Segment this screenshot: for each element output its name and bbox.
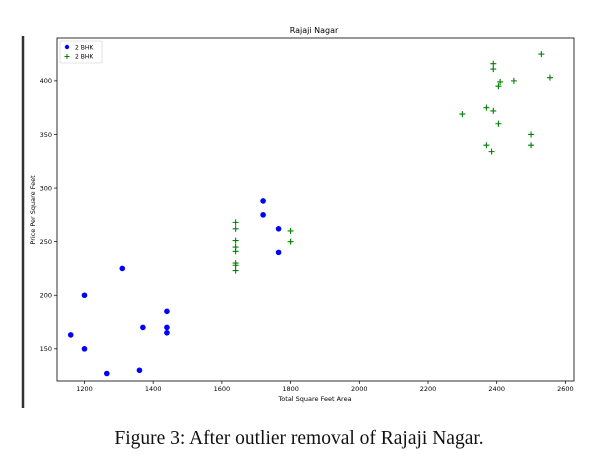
x-tick-label: 2400 bbox=[488, 385, 505, 393]
figure-caption: Figure 3: After outlier removal of Rajaj… bbox=[114, 428, 484, 449]
series-1-point bbox=[490, 66, 497, 73]
legend-label-1: 2 BHK bbox=[75, 45, 94, 52]
series-1-point bbox=[538, 51, 545, 58]
series-0-point bbox=[260, 212, 266, 218]
scatter-chart: Rajaji Nagar 1200 1400 1600 1800 2000 2200 240… bbox=[21, 26, 575, 408]
plot-area bbox=[56, 37, 575, 382]
series-0-point bbox=[67, 332, 74, 338]
y-tick-label: 150 bbox=[40, 345, 52, 353]
series-1-point bbox=[232, 262, 239, 269]
series-0-point bbox=[81, 292, 88, 299]
x-axis-label: Total Square Feet Area bbox=[277, 395, 351, 403]
legend-box bbox=[59, 40, 103, 64]
series-0-point bbox=[164, 329, 170, 336]
series-1-point bbox=[497, 78, 504, 85]
series-1-point bbox=[510, 77, 517, 84]
series-1-point bbox=[232, 225, 239, 232]
series-1-point bbox=[495, 120, 502, 127]
legend: 2 BHK 2 BHK bbox=[59, 40, 103, 64]
series-1-point bbox=[483, 104, 490, 111]
series-0-point bbox=[104, 370, 110, 377]
series-0-point bbox=[275, 225, 282, 232]
legend-circle-marker bbox=[64, 44, 70, 50]
series-1-point bbox=[232, 219, 239, 226]
x-tick-label: 1200 bbox=[76, 385, 93, 393]
series-1-point bbox=[287, 238, 294, 245]
x-tick-label: 2000 bbox=[351, 385, 368, 393]
legend-plus-marker bbox=[64, 54, 70, 59]
x-tick-label: 1600 bbox=[214, 385, 231, 393]
x-tick-label: 1400 bbox=[145, 385, 162, 393]
series-0-point bbox=[136, 367, 143, 374]
series-1-point bbox=[528, 142, 535, 149]
y-tick-label: 350 bbox=[40, 131, 52, 139]
series-1-point bbox=[528, 131, 535, 138]
series-0-point bbox=[164, 308, 170, 315]
series-1-point bbox=[459, 111, 466, 118]
series-1-point bbox=[546, 74, 553, 81]
series-1-point bbox=[495, 83, 502, 90]
x-tick-label: 2600 bbox=[557, 385, 574, 393]
series-1-point bbox=[490, 60, 497, 67]
x-tick-label: 1800 bbox=[282, 385, 299, 393]
series-1-point bbox=[232, 237, 239, 244]
y-tick-label: 200 bbox=[40, 292, 52, 300]
y-tick-label: 400 bbox=[40, 77, 52, 85]
series-1-point bbox=[488, 148, 495, 155]
legend-label-2: 2 BHK bbox=[75, 54, 94, 61]
series-1-point bbox=[232, 248, 239, 255]
series-1-point bbox=[287, 227, 294, 234]
series-0-point bbox=[81, 346, 88, 352]
y-tick-label: 250 bbox=[40, 238, 52, 246]
series-0-point bbox=[260, 198, 266, 204]
series-0-point bbox=[140, 324, 146, 331]
series-0-point bbox=[164, 324, 170, 331]
y-axis-label: Price Per Square Feet bbox=[29, 175, 37, 245]
series-1-point bbox=[483, 142, 490, 149]
chart-title: Rajaji Nagar bbox=[290, 26, 339, 35]
y-tick-label: 300 bbox=[40, 184, 52, 192]
series-0-point bbox=[275, 249, 282, 256]
x-tick-label: 2200 bbox=[420, 385, 437, 393]
series-1-point bbox=[490, 107, 497, 114]
series-0-point bbox=[119, 265, 126, 272]
series-1-point bbox=[232, 267, 239, 274]
